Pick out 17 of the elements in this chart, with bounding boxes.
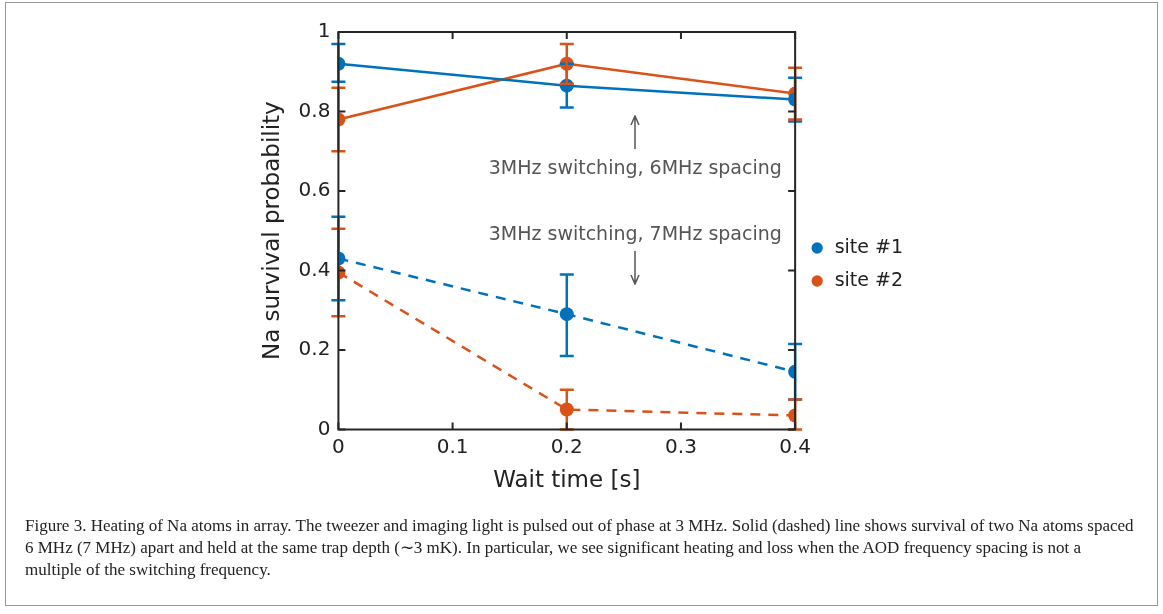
annotation: 3MHz switching, 7MHz spacing [488, 221, 782, 244]
y-axis-title: Na survival probability [257, 101, 284, 361]
x-axis-title: Wait time [s] [493, 466, 641, 493]
y-tick-label: 0.8 [298, 97, 331, 122]
x-tick-label: 0.2 [550, 433, 583, 458]
y-tick-label: 0.2 [298, 336, 331, 361]
legend-label: site #2 [834, 267, 904, 290]
x-tick-label: 0.1 [436, 433, 469, 458]
y-tick-label: 1 [317, 18, 331, 43]
y-tick-label: 0.6 [298, 177, 331, 202]
y-tick-label: 0 [317, 415, 331, 440]
legend-label: site #1 [834, 234, 904, 257]
caption: Figure 3. Heating of Na atoms in array. The tweezer and imaging light is pulsed out of phase at 3 MHz. Solid (dashed) line shows survival of two Na atoms spaced 6 MHz (7 MHz) apart and held at the same trap depth (∼3 mK). In particular, we see significant heating and loss when the AOD frequency spacing is not a multiple of the switching frequency. [25, 515, 1135, 581]
x-tick-label: 0.3 [665, 433, 697, 458]
annotation: 3MHz switching, 6MHz spacing [488, 156, 782, 179]
y-tick-label: 0.4 [298, 256, 331, 281]
x-tick-label: 0.4 [779, 433, 812, 458]
